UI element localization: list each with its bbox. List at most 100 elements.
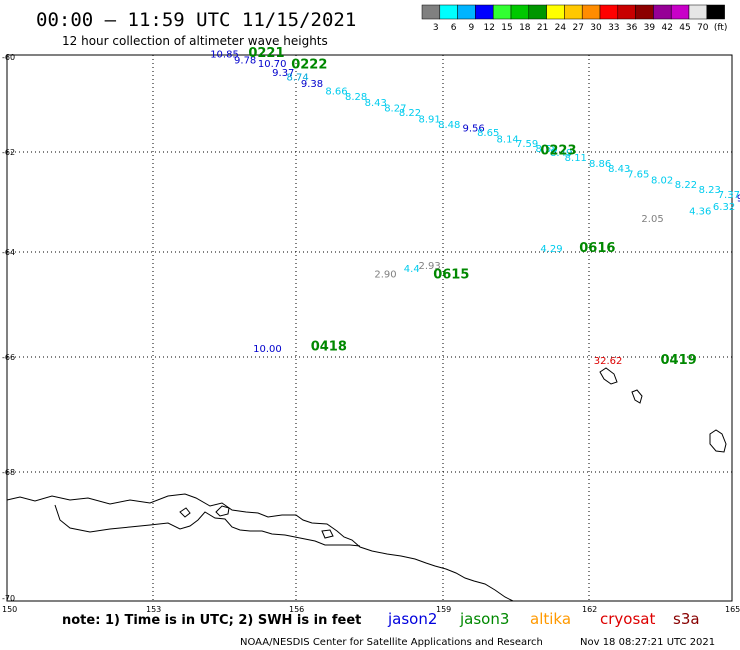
legend-swatch bbox=[653, 4, 672, 20]
lat-tick: -60 bbox=[2, 53, 15, 62]
lat-tick: -62 bbox=[2, 148, 15, 157]
swh-label: 8.66 bbox=[325, 86, 347, 97]
map-title: 00:00 – 11:59 UTC 11/15/2021 bbox=[36, 9, 356, 31]
swh-label: 8.86 bbox=[589, 159, 611, 170]
swh-label: 8.65 bbox=[477, 128, 499, 139]
lat-tick: -66 bbox=[2, 353, 15, 362]
legend-swatch bbox=[635, 4, 654, 20]
antarctic-coastline bbox=[6, 493, 514, 602]
legend-swatch bbox=[670, 4, 690, 20]
legend-label: 15 bbox=[501, 23, 512, 33]
map-frame bbox=[6, 54, 733, 602]
pass-time-label: 0418 bbox=[311, 340, 347, 355]
swh-label: 9.78 bbox=[234, 56, 256, 67]
coastal-inlet bbox=[54, 504, 361, 547]
coastline bbox=[6, 493, 514, 602]
swh-label: 32.62 bbox=[594, 356, 623, 367]
pass-time-label: 0223 bbox=[540, 144, 576, 159]
pass-time-labels: 0221 0222 0223 0616 0615 0418 0419 bbox=[248, 46, 696, 368]
swh-label: 8.48 bbox=[438, 120, 460, 131]
legend-label: 39 bbox=[644, 23, 656, 33]
swh-label: 8.02 bbox=[651, 176, 673, 187]
legend-label: 42 bbox=[661, 23, 672, 33]
generation-timestamp: Nov 18 08:27:21 UTC 2021 bbox=[580, 637, 715, 648]
legend-label: 36 bbox=[626, 23, 638, 33]
swh-label: 2.05 bbox=[641, 214, 663, 225]
satellite-cryosat: cryosat bbox=[600, 610, 655, 628]
swh-label: 2.93 bbox=[419, 261, 441, 272]
pass-time-label: 0221 bbox=[248, 46, 284, 61]
swh-label: 4.36 bbox=[689, 207, 711, 218]
island-young bbox=[599, 367, 618, 385]
swh-label: 8.22 bbox=[399, 108, 421, 119]
swh-label: 2.90 bbox=[374, 270, 396, 281]
satellite-s3a: s3a bbox=[673, 610, 700, 628]
swh-label: 4.29 bbox=[540, 244, 562, 255]
satellite-legend: jason2 jason3 altika cryosat s3a bbox=[387, 610, 700, 628]
swh-label: 8.11 bbox=[565, 153, 587, 164]
pass-time-label: 0419 bbox=[661, 353, 697, 368]
swh-color-legend: 3 6 9 12 15 18 21 24 27 30 33 36 39 42 45 70 (ft) bbox=[421, 4, 728, 33]
legend-label: 3 bbox=[433, 23, 439, 33]
swh-label: 6.32 bbox=[713, 202, 735, 213]
map-subtitle: 12 hour collection of altimeter wave hei… bbox=[62, 34, 328, 48]
coastal-islet bbox=[321, 529, 334, 539]
pass-time-label: 0222 bbox=[291, 58, 327, 73]
coastal-islet bbox=[179, 507, 191, 518]
legend-label: 24 bbox=[555, 23, 567, 33]
lon-tick: 159 bbox=[436, 605, 451, 614]
lon-tick: 150 bbox=[2, 605, 17, 614]
swh-label: 10.70 bbox=[258, 59, 287, 70]
legend-label: 18 bbox=[519, 23, 531, 33]
legend-swatch bbox=[528, 4, 547, 20]
swh-label: 8.74 bbox=[286, 73, 308, 84]
legend-swatch bbox=[492, 4, 512, 20]
swh-label: 8.14 bbox=[497, 134, 519, 145]
swh-label: 7.59 bbox=[516, 139, 538, 150]
legend-swatch bbox=[439, 4, 458, 20]
pass-time-label: 0615 bbox=[433, 267, 469, 282]
longitude-ticks: 150 153 156 159 162 165 bbox=[2, 605, 740, 614]
legend-swatch bbox=[457, 4, 476, 20]
swh-label: 8.43 bbox=[608, 164, 630, 175]
legend-swatch bbox=[546, 4, 565, 20]
legend-label: 9 bbox=[469, 23, 475, 33]
satellite-jason3: jason3 bbox=[459, 610, 509, 628]
lat-tick: -68 bbox=[2, 468, 15, 477]
legend-swatch bbox=[475, 4, 494, 20]
swh-label: 7.37 bbox=[718, 190, 740, 201]
swh-label: 8.58 bbox=[535, 144, 557, 155]
swh-label: 10.85 bbox=[210, 49, 239, 60]
units-note: note: 1) Time is in UTC; 2) SWH is in fe… bbox=[62, 613, 361, 628]
swh-label: 8.91 bbox=[419, 114, 441, 125]
swh-labels: 10.859.78 10.709.378.749.388.668.288.438.… bbox=[210, 49, 740, 366]
swh-label: 8.23 bbox=[699, 185, 721, 196]
legend-label: 6 bbox=[451, 23, 457, 33]
legend-label: (ft) bbox=[714, 23, 728, 33]
swh-label: 10.00 bbox=[253, 344, 282, 355]
legend-swatch bbox=[688, 4, 708, 20]
legend-swatch bbox=[564, 4, 583, 20]
legend-label: 70 bbox=[697, 23, 709, 33]
island-sturge bbox=[709, 429, 727, 453]
credit-line: NOAA/NESDIS Center for Satellite Applica… bbox=[240, 637, 543, 648]
legend-swatch bbox=[706, 4, 725, 20]
coastal-islet bbox=[215, 505, 230, 517]
swh-label: 8.22 bbox=[675, 180, 697, 191]
graticule bbox=[7, 55, 732, 601]
swh-label: 9.56 bbox=[462, 124, 484, 135]
satellite-altika: altika bbox=[530, 610, 571, 628]
swh-label: 9.41 bbox=[737, 194, 740, 205]
swh-label: 8.27 bbox=[384, 104, 406, 115]
latitude-ticks: -60 -62 -64 -66 -68 -70 bbox=[2, 53, 15, 603]
lon-tick: 156 bbox=[289, 605, 304, 614]
legend-label: 27 bbox=[572, 23, 583, 33]
swh-label: 7.65 bbox=[627, 170, 649, 181]
satellite-jason2: jason2 bbox=[387, 610, 437, 628]
legend-label: 45 bbox=[679, 23, 690, 33]
lon-tick: 165 bbox=[725, 605, 740, 614]
legend-swatch bbox=[510, 4, 530, 20]
lon-tick: 162 bbox=[582, 605, 597, 614]
legend-label: 30 bbox=[590, 23, 602, 33]
